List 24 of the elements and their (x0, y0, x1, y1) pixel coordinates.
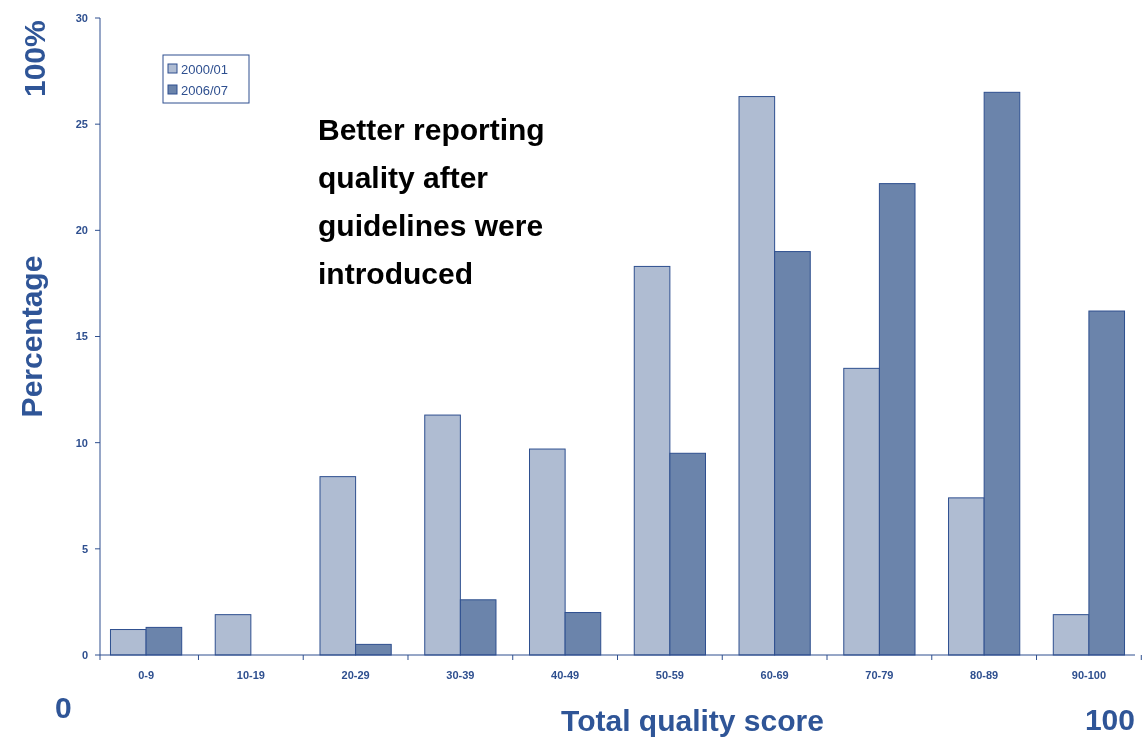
legend-label: 2000/01 (181, 61, 228, 77)
x-tick-label: 60-69 (760, 669, 789, 681)
annotation: Better reporting quality after guidelines were introduced (318, 113, 545, 290)
x-axis-title: Total quality score (561, 704, 824, 737)
x-tick-label: 90-100 (1071, 669, 1107, 681)
y-tick-label: 0 (81, 648, 88, 661)
y-tick-label: 15 (75, 330, 88, 343)
x-tick-label: 50-59 (655, 669, 684, 681)
y-axis-title: Percentage (15, 255, 48, 418)
y-tick-label: 5 (81, 542, 88, 555)
x-tick-label: 70-79 (865, 669, 894, 681)
y-tick-label: 10 (75, 436, 88, 449)
legend-label: 2006/07 (181, 82, 228, 98)
x-tick-label: 40-49 (551, 669, 580, 681)
x-tick-label: 20-29 (341, 669, 370, 681)
text: 100 (1084, 703, 1135, 736)
text: 100% (18, 20, 51, 97)
y-tick-label: 30 (75, 11, 88, 24)
y-tick-label: 20 (75, 224, 88, 237)
x-tick-label: 0-9 (138, 669, 155, 681)
x-tick-label: 30-39 (446, 669, 475, 681)
y-tick-label: 25 (75, 118, 88, 131)
x-tick-label: 10-19 (236, 669, 265, 681)
x-tick-label: 80-89 (970, 669, 999, 681)
